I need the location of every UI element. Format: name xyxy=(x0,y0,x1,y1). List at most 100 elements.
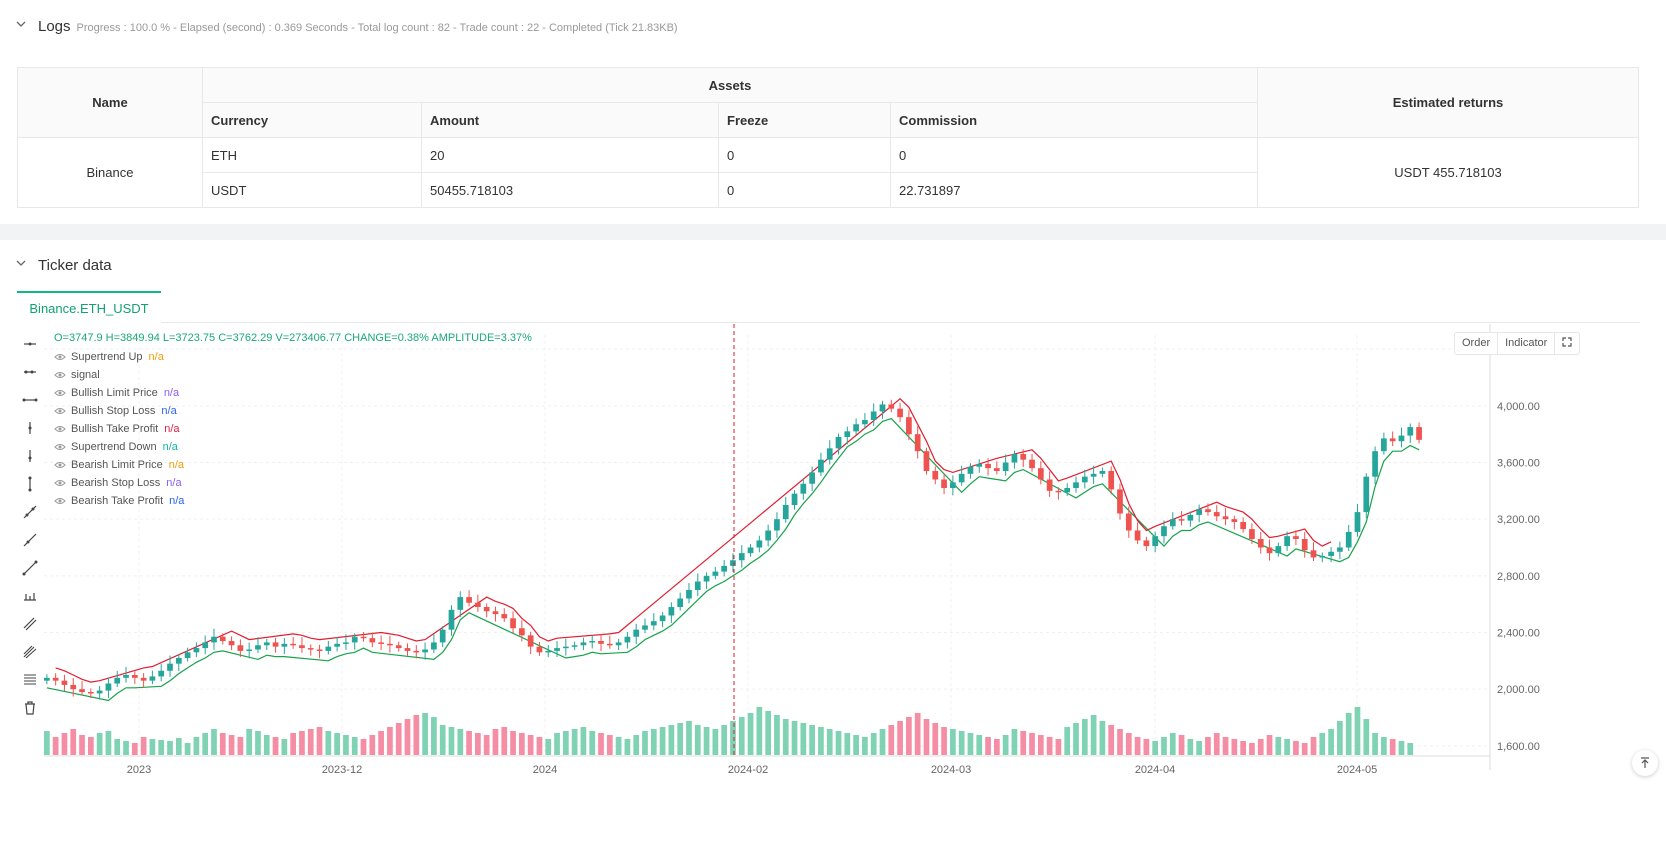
parallel-channel-icon[interactable] xyxy=(18,610,42,638)
eye-icon[interactable] xyxy=(54,389,66,397)
volume-bar xyxy=(1310,737,1317,755)
legend-value: n/a xyxy=(163,387,180,399)
candle-body xyxy=(1345,531,1352,548)
scroll-to-top-button[interactable] xyxy=(1632,750,1658,776)
candle-body xyxy=(1205,509,1211,513)
eye-icon[interactable] xyxy=(54,479,66,487)
volume-bar xyxy=(52,737,59,755)
candle-body xyxy=(580,642,587,646)
logs-header[interactable]: Logs Progress : 100.0 % - Elapsed (secon… xyxy=(16,18,678,35)
candle-body xyxy=(782,505,789,520)
candle-body xyxy=(756,540,763,548)
tab-binance-eth-usdt[interactable]: Binance.ETH_USDT xyxy=(17,291,161,323)
eye-icon[interactable] xyxy=(54,371,66,379)
ticker-header[interactable]: Ticker data xyxy=(16,257,112,274)
volume-bar xyxy=(950,729,956,755)
legend-item[interactable]: Bearish Stop Loss n/a xyxy=(54,474,184,492)
candle-body xyxy=(255,645,261,650)
candle-body xyxy=(818,459,824,473)
volume-bar xyxy=(1266,735,1273,755)
candle-body xyxy=(457,597,464,610)
volume-bar xyxy=(1099,721,1106,755)
cell-freeze: 0 xyxy=(718,172,891,208)
eye-icon[interactable] xyxy=(54,425,66,433)
candle-body xyxy=(158,670,165,677)
volume-bar xyxy=(175,738,182,755)
assets-table: Name Assets Estimated returns Currency A… xyxy=(17,67,1639,208)
candle-body xyxy=(510,618,516,629)
legend-item[interactable]: Bullish Limit Price n/a xyxy=(54,384,184,402)
legend-item[interactable]: Supertrend Down n/a xyxy=(54,438,184,456)
volume-bar xyxy=(263,735,270,755)
trash-icon[interactable] xyxy=(18,694,42,722)
chart-controls: Order Indicator xyxy=(1454,332,1581,355)
legend-item[interactable]: signal xyxy=(54,366,184,384)
volume-bar xyxy=(1389,739,1396,755)
legend-item[interactable]: Bullish Take Profit n/a xyxy=(54,420,184,438)
volume-bar xyxy=(844,733,851,755)
fullscreen-icon[interactable] xyxy=(1555,333,1579,354)
vertical-line-icon[interactable] xyxy=(18,414,42,442)
pitchfork-icon[interactable] xyxy=(18,638,42,666)
eye-icon[interactable] xyxy=(54,353,66,361)
order-button[interactable]: Order xyxy=(1455,333,1499,354)
volume-bar xyxy=(1328,729,1334,755)
volume-bar xyxy=(140,737,147,755)
col-name-header: Name xyxy=(17,67,203,138)
candle-body xyxy=(439,629,446,643)
candle-body xyxy=(1134,530,1141,541)
legend-item[interactable]: Bearish Limit Price n/a xyxy=(54,456,184,474)
volume-bar xyxy=(1187,739,1194,755)
candle-body xyxy=(835,437,842,449)
horizontal-segment-icon[interactable] xyxy=(18,386,42,414)
volume-bar xyxy=(96,733,103,755)
candle-body xyxy=(923,451,930,471)
horizontal-line-icon[interactable] xyxy=(18,330,42,358)
candle-body xyxy=(642,625,648,630)
ohlc-readout: O=3747.9 H=3849.94 L=3723.75 C=3762.29 V… xyxy=(54,332,532,344)
chevron-down-icon[interactable] xyxy=(16,19,26,29)
candle-body xyxy=(1284,536,1290,547)
volume-bar xyxy=(554,733,560,755)
candle-body xyxy=(1117,489,1123,514)
extended-line-icon[interactable] xyxy=(18,554,42,582)
candle-body xyxy=(897,408,903,418)
price-chart[interactable]: 4,400.004,000.003,600.003,200.002,800.00… xyxy=(0,240,1666,842)
candle-body xyxy=(52,677,59,681)
x-tick-label: 2023-12 xyxy=(322,764,362,776)
volume-bar xyxy=(659,727,666,755)
vertical-ray-icon[interactable] xyxy=(18,442,42,470)
volume-bar xyxy=(334,733,340,755)
indicator-button[interactable]: Indicator xyxy=(1498,333,1556,354)
fib-retracement-icon[interactable] xyxy=(18,666,42,694)
candle-body xyxy=(976,463,983,467)
vertical-segment-icon[interactable] xyxy=(18,470,42,498)
legend-item[interactable]: Supertrend Up n/a xyxy=(54,348,184,366)
chevron-down-icon[interactable] xyxy=(16,258,26,268)
candle-body xyxy=(1187,514,1194,521)
trend-ray-icon[interactable] xyxy=(18,526,42,554)
legend-item[interactable]: Bearish Take Profit n/a xyxy=(54,492,184,510)
eye-icon[interactable] xyxy=(54,443,66,451)
horizontal-ray-icon[interactable] xyxy=(18,358,42,386)
candle-body xyxy=(1002,462,1009,471)
legend-item[interactable]: Bullish Stop Loss n/a xyxy=(54,402,184,420)
candle-body xyxy=(378,642,384,644)
candle-body xyxy=(61,680,68,685)
volume-bar xyxy=(633,735,640,755)
eye-icon[interactable] xyxy=(54,407,66,415)
trend-line-icon[interactable] xyxy=(18,498,42,526)
candle-body xyxy=(906,417,912,435)
candle-body xyxy=(800,483,807,494)
volume-bar xyxy=(1073,723,1079,755)
volume-bar xyxy=(1064,727,1071,755)
candle-body xyxy=(1372,451,1378,477)
legend-name: Bearish Limit Price xyxy=(71,459,163,471)
candle-body xyxy=(96,690,103,694)
candle-body xyxy=(633,629,640,637)
price-range-icon[interactable] xyxy=(18,582,42,610)
eye-icon[interactable] xyxy=(54,497,66,505)
volume-bar xyxy=(747,713,754,755)
candle-body xyxy=(1266,547,1273,554)
eye-icon[interactable] xyxy=(54,461,66,469)
